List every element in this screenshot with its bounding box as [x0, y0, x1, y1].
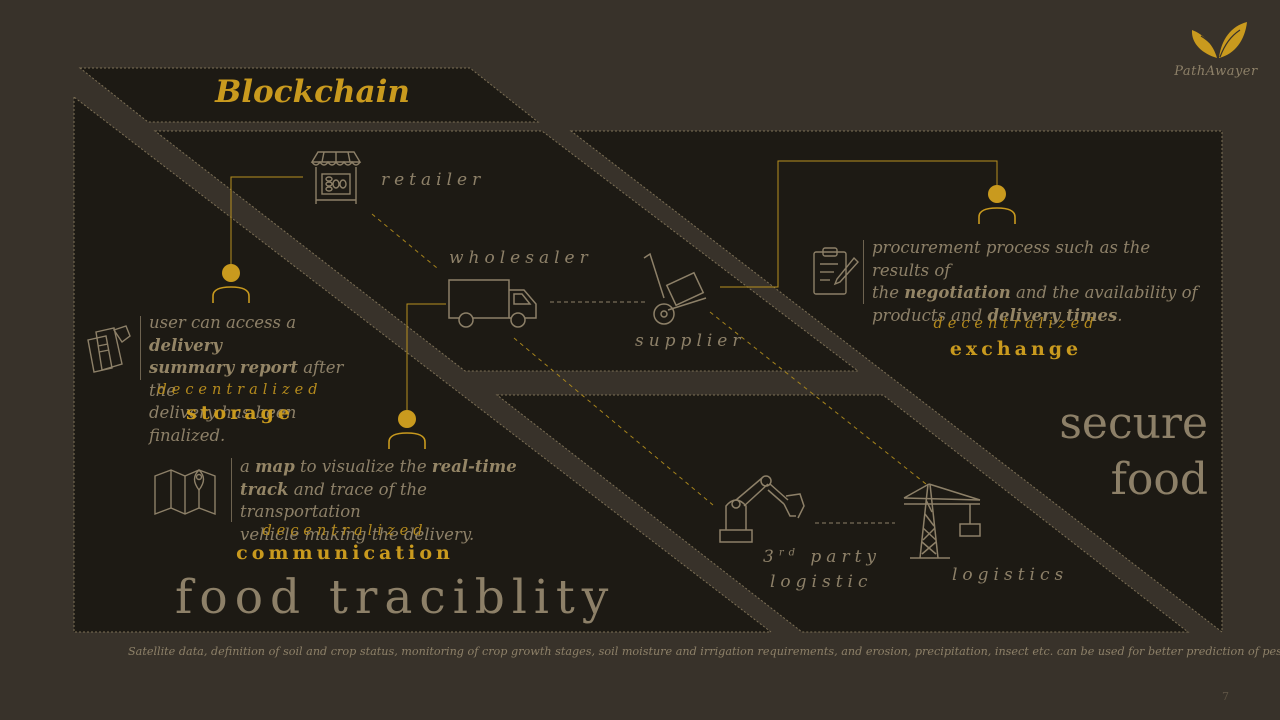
leaf-logo-icon [1191, 22, 1247, 59]
communication-text-4: real-time [431, 457, 517, 476]
storage-text-2: delivery [149, 335, 222, 355]
brand-name: PathAwayer [1174, 64, 1258, 79]
third-party-label-line2: logistic [770, 572, 873, 592]
communication-text-1: a [240, 457, 250, 476]
exchange-text-2: the [872, 283, 900, 302]
crane-icon [903, 483, 981, 559]
secure-food-heading: secure food [1040, 396, 1208, 508]
wholesaler-label: wholesaler [449, 248, 593, 268]
storage-text-5: delivery has been finalized. [149, 403, 297, 445]
logo [1185, 18, 1255, 66]
user-icon-communication [388, 410, 426, 449]
page-title: Blockchain [215, 74, 410, 110]
exchange-text-7: . [1117, 305, 1123, 325]
user-icon-storage [212, 264, 250, 303]
exchange-text-6: delivery times [987, 305, 1118, 325]
clipboard-icon [813, 247, 859, 295]
communication-text-2: map [255, 457, 295, 476]
logistics-label: logistics [952, 565, 1069, 585]
panel-right [569, 130, 1223, 634]
third-party-sup: rd [778, 547, 801, 559]
storage-text-1: user can access a [149, 313, 297, 332]
communication-text-6: and trace of the transportation [240, 479, 427, 522]
connector-supplier-exchange [720, 160, 998, 288]
third-party-word: party [810, 547, 882, 567]
secure-food-line2: food [1110, 454, 1208, 505]
storage-description: user can access a delivery summary repor… [149, 312, 364, 447]
storage-title: storage [186, 402, 294, 424]
communication-text-3: to visualize the [300, 457, 427, 476]
footnote: Satellite data, definition of soil and c… [128, 645, 1280, 658]
third-party-label: 3rd party [763, 547, 881, 567]
storage-text-4: after the [149, 358, 344, 400]
food-traceability-heading: food traciblity [175, 570, 616, 625]
communication-decentralized: decentralized [262, 523, 428, 539]
secure-food-line1: secure [1059, 398, 1208, 449]
exchange-decentralized: decentralized [933, 316, 1099, 332]
truck-icon [448, 279, 537, 328]
communication-text-5: track [240, 479, 289, 499]
communication-text-7: vehicle making the delivery. [240, 524, 475, 544]
communication-description: a map to visualize the real-time track a… [240, 456, 530, 546]
panel-bottom [495, 394, 1190, 633]
exchange-text-4: and the availability of [1016, 283, 1198, 302]
flow-supplier-crane [709, 311, 927, 485]
exchange-description: procurement process such as the results … [872, 237, 1212, 327]
storage-text-3: summary report [149, 358, 298, 377]
title-banner [78, 67, 540, 123]
documents-icon [87, 325, 131, 373]
storage-divider [140, 316, 141, 380]
hand-truck-icon [643, 252, 707, 325]
map-icon [154, 469, 216, 516]
exchange-title: exchange [949, 338, 1083, 360]
flow-retailer-wholesaler [371, 213, 438, 269]
panel-left [73, 95, 773, 633]
communication-title: communication [236, 542, 454, 564]
user-icon-exchange [978, 185, 1016, 224]
supplier-label: supplier [635, 331, 746, 351]
retailer-label: retailer [381, 170, 486, 190]
exchange-text-5: products and [872, 305, 983, 325]
connector-wholesaler-communication [406, 303, 446, 410]
exchange-divider [863, 240, 864, 304]
store-icon [310, 151, 362, 204]
storage-decentralized: decentralized [157, 382, 323, 398]
exchange-text-1: procurement process such as the results … [872, 238, 1151, 280]
flow-wholesaler-robot [513, 337, 714, 506]
third-party-num: 3 [763, 547, 779, 567]
robot-arm-icon [719, 475, 805, 543]
exchange-text-3: negotiation [904, 283, 1011, 302]
connector-retailer-storage [230, 176, 303, 265]
communication-divider [231, 458, 232, 522]
page-number: 7 [1222, 690, 1229, 703]
